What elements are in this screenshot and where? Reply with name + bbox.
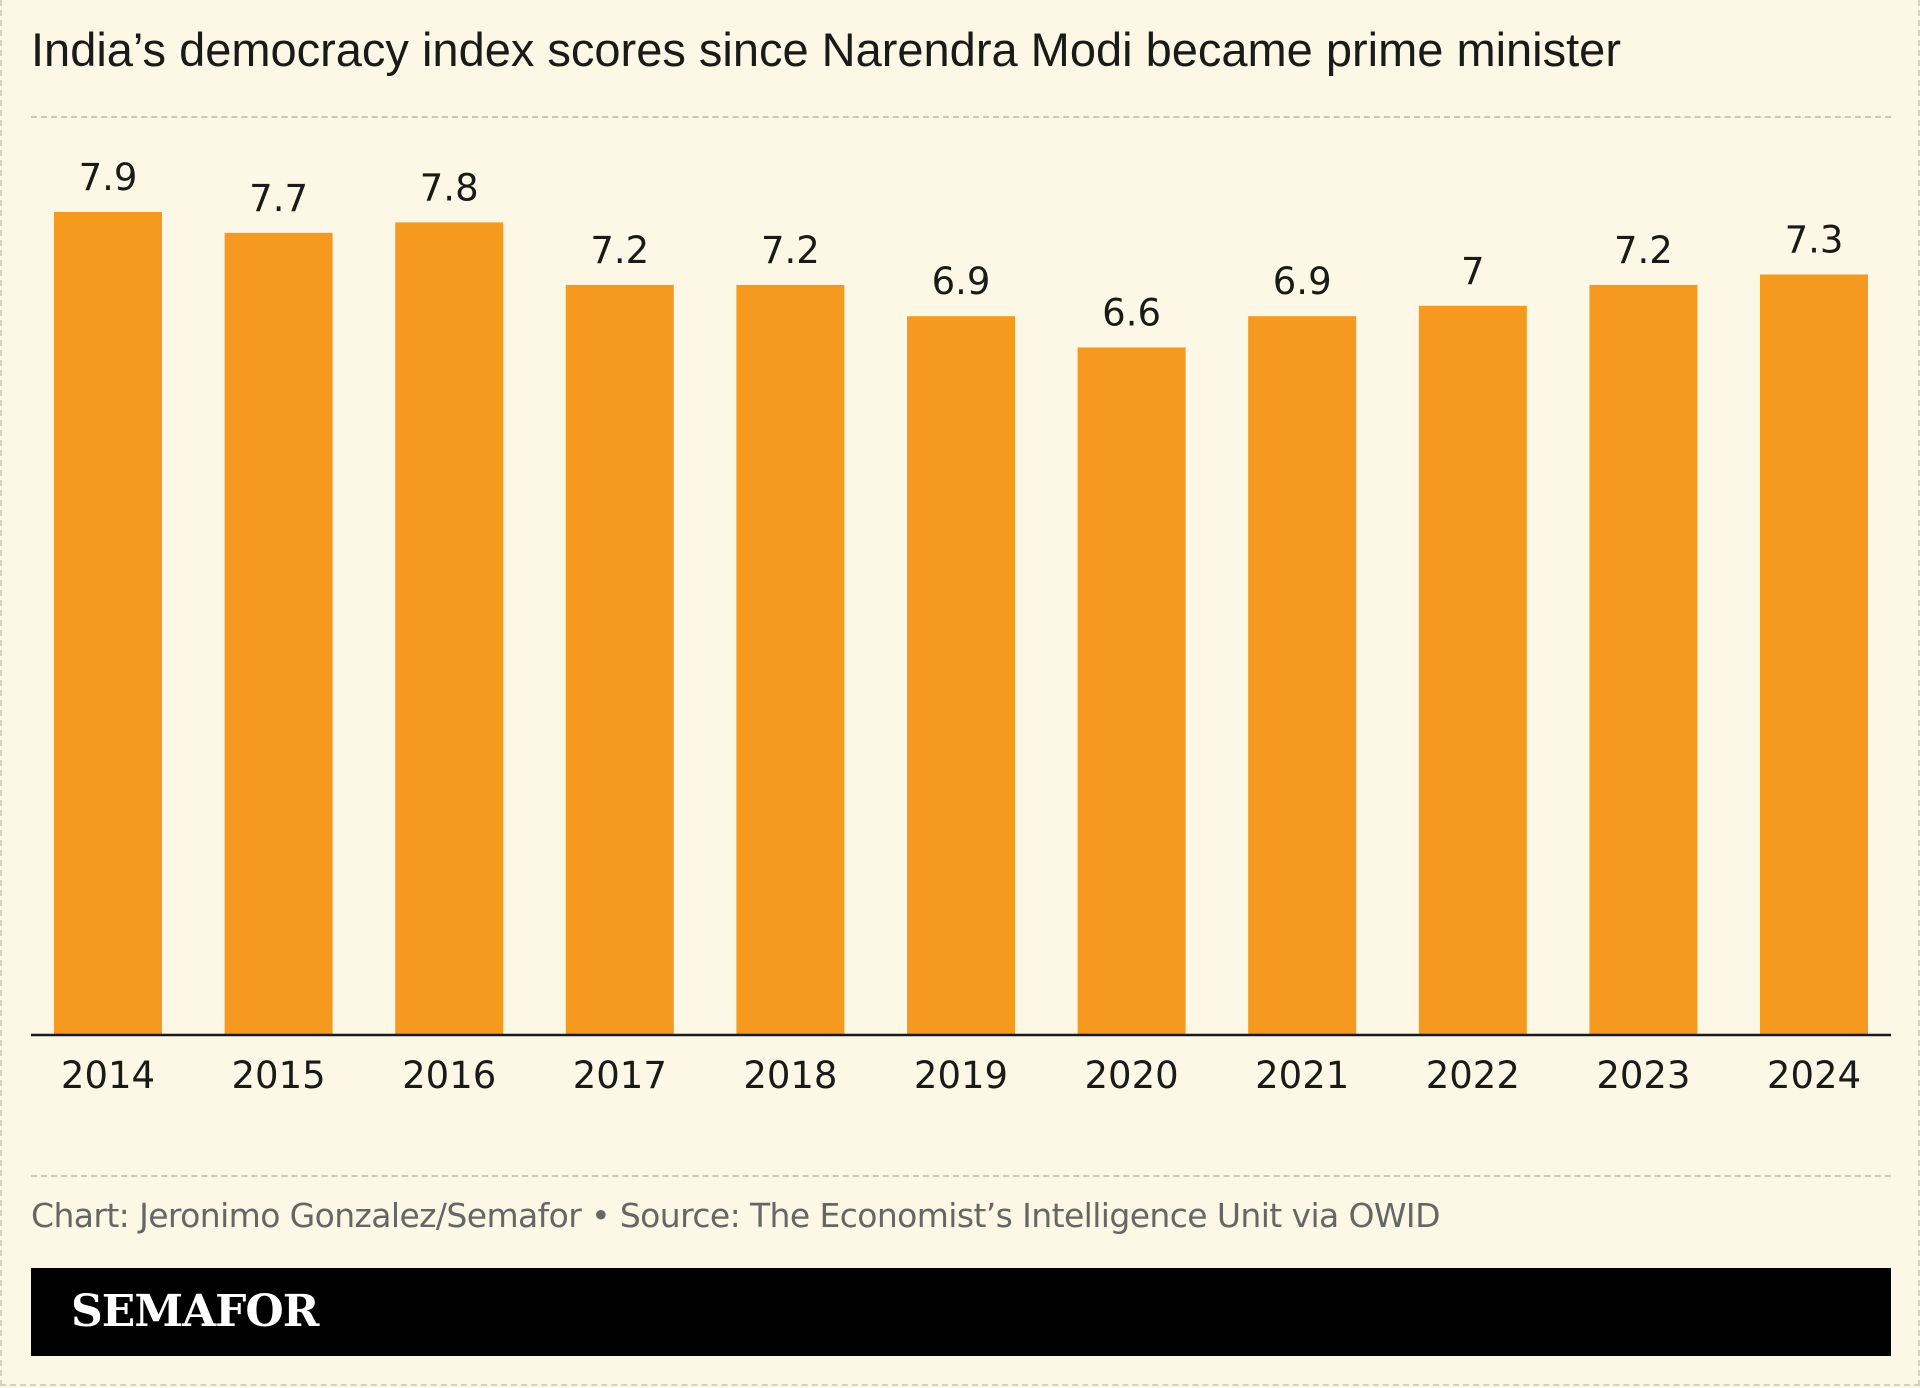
bar-2016 bbox=[395, 222, 504, 1035]
category-label-2015: 2015 bbox=[232, 1054, 326, 1097]
category-labels: 2014 2015 2016 2017 2018 2019 2020 2021 2022 2023… bbox=[61, 1054, 1861, 1097]
value-label-2023: 7.2 bbox=[1614, 229, 1673, 272]
bars bbox=[54, 212, 1868, 1036]
title-divider bbox=[31, 116, 1891, 118]
value-label-2021: 6.9 bbox=[1273, 260, 1332, 303]
bar-2024 bbox=[1760, 274, 1868, 1035]
category-label-2019: 2019 bbox=[914, 1054, 1008, 1097]
brand-bar: SEMAFOR bbox=[31, 1268, 1891, 1356]
value-label-2022: 7 bbox=[1461, 250, 1485, 293]
value-label-2024: 7.3 bbox=[1785, 219, 1844, 262]
source-credit: Chart: Jeronimo Gonzalez/Semafor • Sourc… bbox=[31, 1196, 1440, 1235]
bar-2018 bbox=[736, 284, 845, 1035]
brand-logo: SEMAFOR bbox=[71, 1286, 319, 1337]
bar-2017 bbox=[565, 284, 674, 1035]
bar-2020 bbox=[1077, 347, 1186, 1035]
value-label-2016: 7.8 bbox=[420, 166, 479, 209]
category-label-2020: 2020 bbox=[1085, 1054, 1179, 1097]
value-label-2017: 7.2 bbox=[590, 229, 649, 272]
footer-divider bbox=[31, 1175, 1891, 1177]
category-label-2016: 2016 bbox=[402, 1054, 496, 1097]
bar-2023 bbox=[1589, 284, 1698, 1035]
value-label-2015: 7.7 bbox=[249, 177, 308, 220]
bar-2019 bbox=[907, 316, 1015, 1035]
chart-title: India’s democracy index scores since Nar… bbox=[31, 23, 1621, 76]
bar-2015 bbox=[224, 232, 333, 1036]
category-label-2024: 2024 bbox=[1767, 1054, 1861, 1097]
category-label-2018: 2018 bbox=[743, 1054, 837, 1097]
value-label-2020: 6.6 bbox=[1102, 291, 1161, 334]
bar-2022 bbox=[1418, 305, 1527, 1035]
value-label-2014: 7.9 bbox=[79, 156, 138, 199]
value-label-2018: 7.2 bbox=[761, 229, 820, 272]
category-label-2022: 2022 bbox=[1426, 1054, 1520, 1097]
category-label-2017: 2017 bbox=[573, 1054, 667, 1097]
category-label-2014: 2014 bbox=[61, 1054, 155, 1097]
value-label-2019: 6.9 bbox=[932, 260, 991, 303]
value-labels: 7.9 7.7 7.8 7.2 7.2 6.9 6.6 6.9 7 7.2 7.3 bbox=[79, 156, 1844, 334]
bar-2021 bbox=[1248, 316, 1357, 1035]
category-label-2021: 2021 bbox=[1255, 1054, 1349, 1097]
bar-2014 bbox=[54, 212, 162, 1035]
category-label-2023: 2023 bbox=[1596, 1054, 1690, 1097]
